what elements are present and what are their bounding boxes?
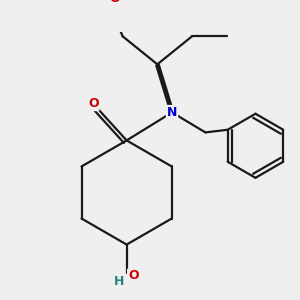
Text: O: O bbox=[128, 269, 139, 282]
Text: N: N bbox=[167, 106, 177, 119]
Text: H: H bbox=[113, 275, 124, 288]
Text: O: O bbox=[109, 0, 120, 5]
Text: O: O bbox=[88, 97, 99, 110]
